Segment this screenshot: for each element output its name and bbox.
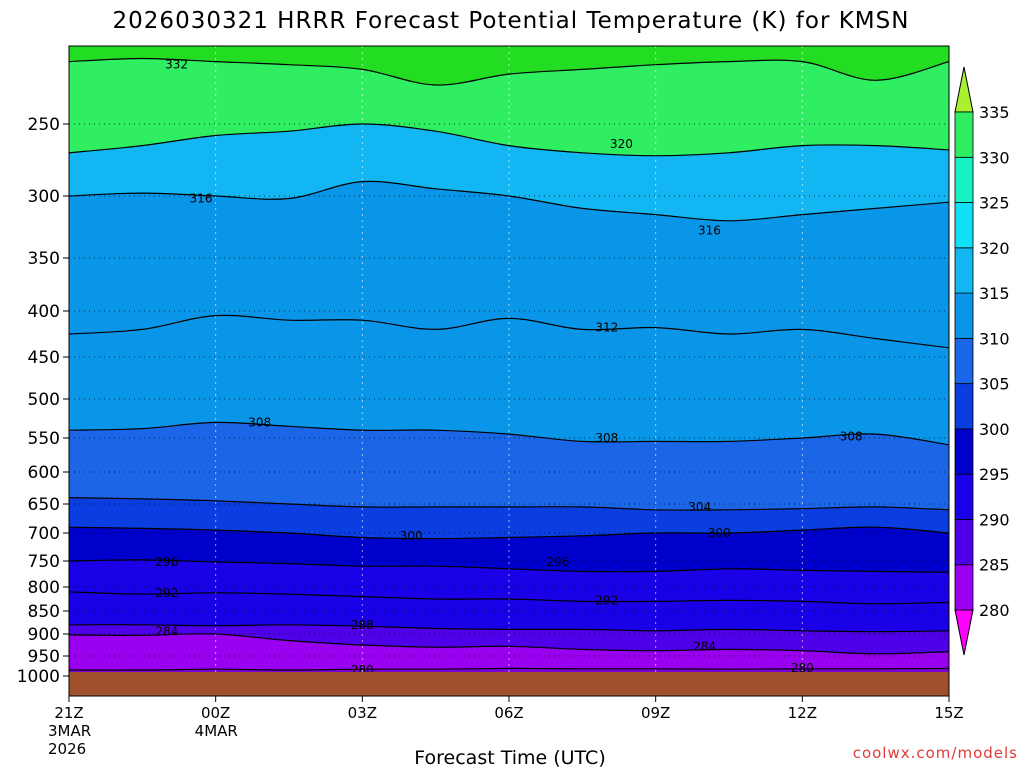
- ground-surface: [69, 672, 949, 696]
- contour-label-4: 312: [595, 321, 618, 335]
- colorbar-label-335: 335: [979, 103, 1010, 122]
- x-axis-label: Forecast Time (UTC): [414, 747, 605, 768]
- x-tick-12-line-0: 09Z: [641, 704, 670, 722]
- isentrope-316: [69, 180, 949, 222]
- y-tick-950: 950: [28, 647, 60, 667]
- colorbar-segment-325: [954, 156, 974, 203]
- colorbar-segment-300: [954, 383, 974, 430]
- colorbar-label-305: 305: [979, 375, 1010, 394]
- contour-label-19: 280: [791, 661, 814, 675]
- isentrope-332: [69, 57, 949, 86]
- colorbar-segment-280: [954, 564, 974, 611]
- x-tick-15-line-0: 12Z: [788, 704, 817, 722]
- colorbar-label-300: 300: [979, 420, 1010, 439]
- contour-label-3: 316: [698, 224, 721, 238]
- contour-label-7: 308: [840, 429, 863, 443]
- x-tick-3-line-0: 00Z: [201, 704, 230, 722]
- contour-label-10: 300: [708, 526, 731, 540]
- plot-area: 332 320 316 316 312 308 308 308 304 300 300 296 296 2…: [69, 46, 949, 696]
- colorbar-segment-330: [954, 111, 974, 158]
- contour-label-9: 300: [400, 529, 423, 543]
- x-tick-3-line-1: 4MAR: [195, 722, 238, 740]
- contour-label-8: 304: [688, 500, 711, 514]
- colorbar-label-285: 285: [979, 556, 1010, 575]
- contour-label-0: 332: [165, 58, 188, 72]
- colorbar-segment-315: [954, 247, 974, 294]
- colorbar-segment-295: [954, 428, 974, 475]
- y-tick-300: 300: [28, 187, 60, 207]
- contour-label-2: 316: [190, 191, 213, 205]
- contour-label-15: 288: [351, 618, 374, 632]
- x-tick-0-line-2: 2026: [48, 740, 86, 758]
- y-tick-850: 850: [28, 602, 60, 622]
- colorbar-segment-310: [954, 292, 974, 339]
- y-tick-250: 250: [28, 115, 60, 135]
- y-tick-400: 400: [28, 302, 60, 322]
- y-tick-800: 800: [28, 578, 60, 598]
- contour-label-14: 292: [595, 593, 618, 607]
- colorbar-extend-top: [954, 66, 974, 113]
- isentrope-280: [69, 667, 949, 671]
- contour-label-11: 296: [155, 555, 178, 569]
- colorbar-label-325: 325: [979, 194, 1010, 213]
- y-tick-450: 450: [28, 348, 60, 368]
- colorbar-label-320: 320: [979, 239, 1010, 258]
- contour-label-16: 284: [155, 625, 178, 639]
- isentrope-304: [69, 497, 949, 511]
- y-tick-650: 650: [28, 495, 60, 515]
- isentrope-300: [69, 526, 949, 540]
- colorbar-label-295: 295: [979, 465, 1010, 484]
- y-tick-900: 900: [28, 625, 60, 645]
- colorbar-label-330: 330: [979, 148, 1010, 167]
- pressure-axis: 250 300 350 400 450 500 550 600 650 700 750 800 850 9…: [17, 115, 69, 687]
- contour-label-6: 308: [595, 431, 618, 445]
- contour-label-12: 296: [546, 555, 569, 569]
- colorbar-segment-305: [954, 337, 974, 385]
- y-tick-550: 550: [28, 429, 60, 449]
- contour-label-17: 284: [693, 639, 716, 653]
- colorbar-label-280: 280: [979, 601, 1010, 620]
- isentrope-308: [69, 421, 949, 446]
- isentrope-296: [69, 559, 949, 573]
- colorbar-segment-285: [954, 519, 974, 566]
- y-tick-500: 500: [28, 390, 60, 410]
- isentrope-320: [69, 123, 949, 157]
- x-tick-9-line-0: 06Z: [494, 704, 523, 722]
- isentrope-292: [69, 591, 949, 605]
- chart-title: 2026030321 HRRR Forecast Potential Tempe…: [113, 8, 910, 34]
- colorbar-extend-bottom: [954, 609, 974, 656]
- x-tick-18-line-0: 15Z: [934, 704, 963, 722]
- contour-label-13: 292: [155, 586, 178, 600]
- y-tick-350: 350: [28, 249, 60, 269]
- y-tick-1000: 1000: [17, 667, 60, 687]
- y-tick-600: 600: [28, 463, 60, 483]
- x-tick-0-line-0: 21Z: [54, 704, 83, 722]
- colorbar-label-315: 315: [979, 284, 1010, 303]
- x-tick-0-line-1: 3MAR: [48, 722, 91, 740]
- colorbar-segment-320: [954, 202, 974, 249]
- y-tick-700: 700: [28, 524, 60, 544]
- isentrope-288: [69, 624, 949, 633]
- isentropes: 332 320 316 316 312 308 308 308 304 300 300 296 296 2…: [69, 58, 949, 677]
- y-tick-750: 750: [28, 552, 60, 572]
- credit-text: coolwx.com/models: [853, 744, 1018, 762]
- isentrope-284: [69, 633, 949, 655]
- colorbar-segment-290: [954, 473, 974, 520]
- contour-label-1: 320: [610, 137, 633, 151]
- isentrope-312: [69, 314, 949, 349]
- colorbar: 280 285 290 295 300 305 310 315 320 325 330 335: [954, 66, 1010, 656]
- x-tick-6-line-0: 03Z: [348, 704, 377, 722]
- colorbar-label-310: 310: [979, 329, 1010, 348]
- contour-label-5: 308: [248, 415, 271, 429]
- colorbar-label-290: 290: [979, 510, 1010, 529]
